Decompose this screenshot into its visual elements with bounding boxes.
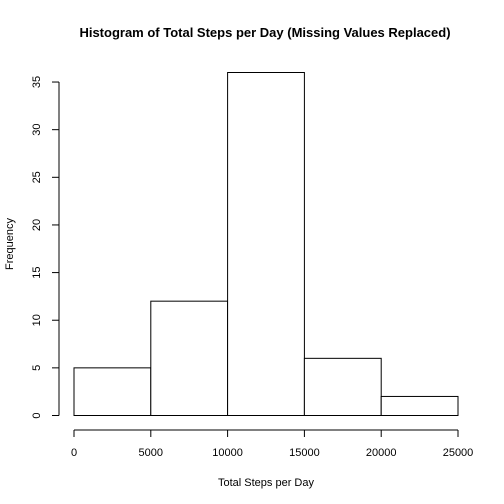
x-tick-label: 15000 [289, 447, 320, 459]
histogram-bar-4 [381, 396, 458, 415]
bars-group [74, 73, 458, 416]
y-tick-label: 25 [31, 171, 43, 183]
y-tick-label: 5 [31, 365, 43, 371]
y-tick-label: 10 [31, 314, 43, 326]
y-axis-label: Frequency [4, 218, 16, 270]
histogram-bar-1 [151, 301, 228, 415]
x-axis-label: Total Steps per Day [218, 477, 314, 489]
y-tick-label: 30 [31, 124, 43, 136]
x-tick-label: 0 [71, 447, 77, 459]
y-axis: 0 5 10 15 20 25 30 35 [31, 76, 59, 419]
y-tick-label: 15 [31, 266, 43, 278]
histogram-bar-0 [74, 368, 151, 416]
x-tick-label: 5000 [139, 447, 163, 459]
y-tick-label: 35 [31, 76, 43, 88]
x-axis: 0 5000 10000 15000 20000 25000 [71, 430, 473, 459]
y-tick-label: 20 [31, 219, 43, 231]
x-tick-label: 25000 [443, 447, 474, 459]
histogram-bar-3 [304, 358, 381, 415]
chart-title: Histogram of Total Steps per Day (Missin… [79, 25, 450, 40]
x-tick-label: 10000 [212, 447, 243, 459]
histogram-bar-2 [228, 73, 305, 416]
y-tick-label: 0 [31, 412, 43, 418]
x-tick-label: 20000 [366, 447, 397, 459]
